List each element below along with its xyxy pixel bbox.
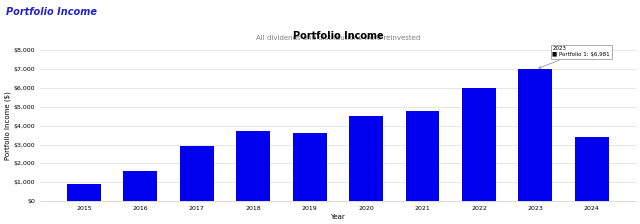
Title: Portfolio Income: Portfolio Income (292, 31, 383, 41)
Bar (180, 146, 214, 201)
Y-axis label: Portfolio Income ($): Portfolio Income ($) (4, 91, 11, 160)
Bar (462, 88, 496, 201)
X-axis label: Year: Year (330, 214, 345, 220)
Bar (575, 137, 609, 201)
Text: Portfolio Income: Portfolio Income (6, 7, 97, 17)
Bar (406, 111, 440, 201)
Text: All dividends and distributions were reinvested: All dividends and distributions were rei… (256, 35, 420, 41)
Bar (518, 69, 552, 201)
Bar (349, 116, 383, 201)
Bar (236, 131, 270, 201)
Bar (292, 133, 326, 201)
Text: 2023
■ Portfolio 1: $6,981: 2023 ■ Portfolio 1: $6,981 (539, 46, 610, 68)
Bar (67, 184, 101, 201)
Bar (124, 171, 157, 201)
